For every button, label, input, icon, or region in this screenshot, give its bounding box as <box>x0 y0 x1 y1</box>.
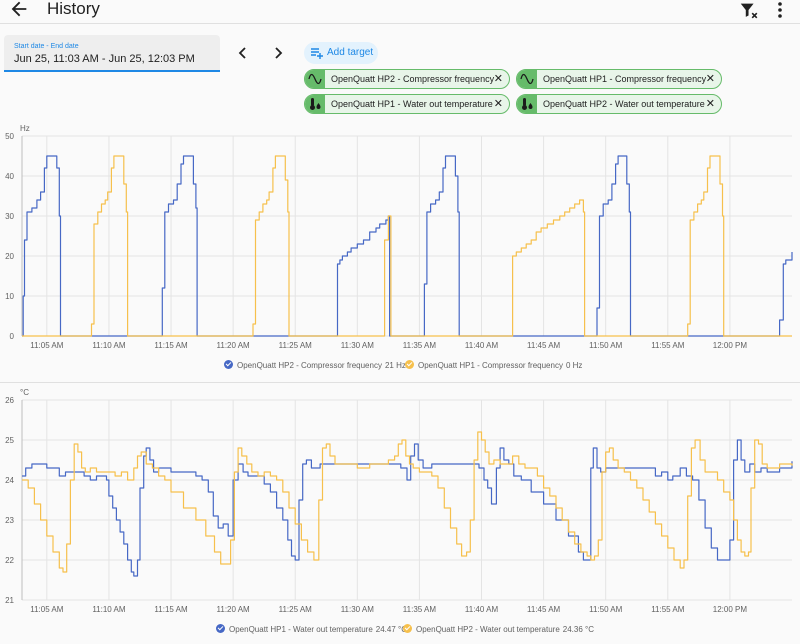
x-tick-label: 11:20 AM <box>217 341 251 350</box>
page-title: History <box>47 0 100 18</box>
legend-check-icon <box>216 624 225 633</box>
thermometer-water-icon <box>522 98 533 110</box>
x-tick-label: 12:00 PM <box>713 341 748 350</box>
x-tick-label: 11:55 AM <box>651 341 685 350</box>
legend-check-icon <box>405 360 414 369</box>
remove-chip-icon[interactable]: ✕ <box>493 73 503 85</box>
filter-remove-icon[interactable] <box>738 0 760 21</box>
y-tick-label: 26 <box>5 396 14 405</box>
date-range-value: Jun 25, 11:03 AM - Jun 25, 12:03 PM <box>14 53 195 65</box>
target-chip-label: OpenQuatt HP1 - Water out temperature <box>331 99 493 109</box>
target-chip-label: OpenQuatt HP2 - Compressor frequency <box>331 74 495 84</box>
next-range-icon[interactable] <box>271 45 285 61</box>
top-app-bar: History <box>0 0 800 24</box>
x-tick-label: 11:40 AM <box>465 341 499 350</box>
y-tick-label: 30 <box>5 212 14 221</box>
date-range-picker[interactable]: Start date - End date Jun 25, 11:03 AM -… <box>4 35 220 72</box>
x-tick-label: 11:35 AM <box>403 341 437 350</box>
series-line-1 <box>22 439 793 577</box>
x-tick-label: 11:05 AM <box>30 341 64 350</box>
x-tick-label: 11:30 AM <box>341 605 375 614</box>
x-tick-label: 11:25 AM <box>279 341 313 350</box>
x-tick-label: 11:50 AM <box>589 605 623 614</box>
chart-divider <box>0 382 800 383</box>
add-target-label: Add target <box>327 47 374 58</box>
thermometer-water-icon <box>310 98 321 110</box>
dots-vertical-icon[interactable] <box>774 0 786 21</box>
y-tick-label: 10 <box>5 292 14 301</box>
target-chip-hp2-frequency[interactable]: OpenQuatt HP2 - Compressor frequency ✕ <box>304 69 510 89</box>
target-chip-hp2-temperature[interactable]: OpenQuatt HP2 - Water out temperature ✕ <box>516 94 722 114</box>
x-tick-label: 11:40 AM <box>465 605 499 614</box>
target-chip-hp1-frequency[interactable]: OpenQuatt HP1 - Compressor frequency ✕ <box>516 69 722 89</box>
legend-item-hp2-temperature[interactable]: OpenQuatt HP2 - Water out temperature 24.… <box>403 624 594 634</box>
y-tick-label: 50 <box>5 132 14 141</box>
x-tick-label: 11:30 AM <box>341 341 375 350</box>
series-line-2 <box>22 155 792 337</box>
series-line-1 <box>22 155 793 337</box>
x-tick-label: 11:25 AM <box>279 605 313 614</box>
x-tick-label: 11:05 AM <box>30 605 64 614</box>
axis-unit-label: Hz <box>20 124 30 133</box>
x-tick-label: 11:45 AM <box>527 341 561 350</box>
date-range-label: Start date - End date <box>14 43 79 50</box>
y-tick-label: 22 <box>5 556 14 565</box>
y-tick-label: 20 <box>5 252 14 261</box>
remove-chip-icon[interactable]: ✕ <box>705 73 715 85</box>
back-arrow-icon[interactable] <box>8 0 30 20</box>
sine-wave-icon <box>520 73 534 85</box>
y-tick-label: 24 <box>5 476 14 485</box>
previous-range-icon[interactable] <box>236 45 250 61</box>
x-tick-label: 12:00 PM <box>713 605 748 614</box>
y-tick-label: 21 <box>5 596 14 605</box>
x-tick-label: 11:35 AM <box>403 605 437 614</box>
x-tick-label: 11:15 AM <box>154 605 188 614</box>
x-tick-label: 11:50 AM <box>589 341 623 350</box>
sine-wave-icon <box>308 73 322 85</box>
remove-chip-icon[interactable]: ✕ <box>493 98 503 110</box>
legend-check-icon <box>224 360 233 369</box>
legend-item-hp1-frequency[interactable]: OpenQuatt HP1 - Compressor frequency 0 Hz <box>405 360 582 370</box>
compressor-frequency-chart: Hz 0 10 20 30 40 50 11:05 AM 11:10 AM 11:15 AM 11:… <box>5 124 793 350</box>
target-chip-label: OpenQuatt HP2 - Water out temperature <box>543 99 705 109</box>
target-chip-label: OpenQuatt HP1 - Compressor frequency <box>543 74 707 84</box>
legend-check-icon <box>403 624 412 633</box>
x-tick-label: 11:10 AM <box>92 605 126 614</box>
target-chip-hp1-temperature[interactable]: OpenQuatt HP1 - Water out temperature ✕ <box>304 94 510 114</box>
y-tick-label: 0 <box>10 332 15 341</box>
x-tick-label: 11:55 AM <box>651 605 685 614</box>
remove-chip-icon[interactable]: ✕ <box>705 98 715 110</box>
legend-item-hp1-temperature[interactable]: OpenQuatt HP1 - Water out temperature 24.… <box>216 624 407 634</box>
series-line-2 <box>22 431 793 573</box>
legend-item-hp2-frequency[interactable]: OpenQuatt HP2 - Compressor frequency 21 H… <box>224 360 406 370</box>
x-tick-label: 11:15 AM <box>154 341 188 350</box>
axis-unit-label: °C <box>20 388 29 397</box>
x-tick-label: 11:45 AM <box>527 605 561 614</box>
playlist-plus-icon <box>311 48 323 59</box>
y-tick-label: 23 <box>5 516 14 525</box>
x-tick-label: 11:20 AM <box>217 605 251 614</box>
y-tick-label: 40 <box>5 172 14 181</box>
y-tick-label: 25 <box>5 436 14 445</box>
water-out-temperature-chart: °C 21 22 23 24 25 26 11:05 AM 11:10 AM 11:15 AM 11… <box>5 388 793 614</box>
x-tick-label: 11:10 AM <box>92 341 126 350</box>
add-target-button[interactable]: Add target <box>304 42 378 64</box>
